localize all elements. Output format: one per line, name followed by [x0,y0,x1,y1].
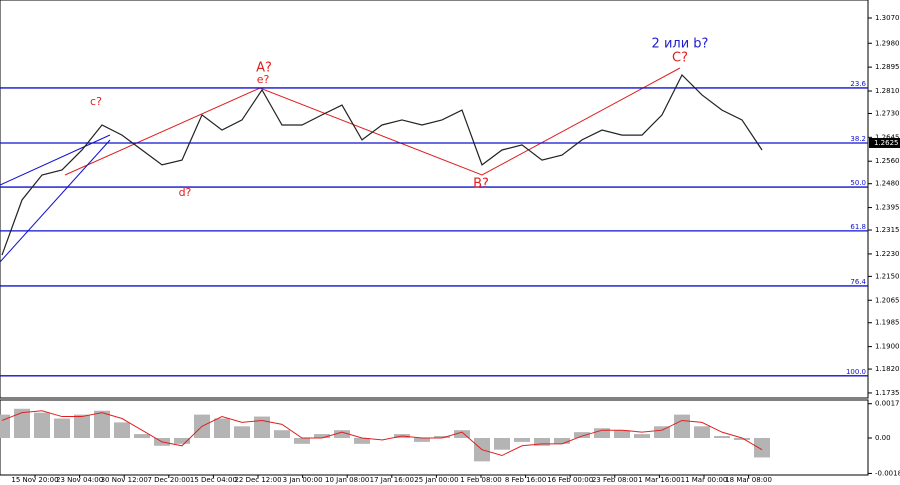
x-tick-label: 18 Mar 08:00 [725,476,772,484]
osc-bar [414,437,430,442]
osc-bar [214,418,230,438]
channel-line [0,139,111,263]
osc-bar [694,426,710,438]
osc-bar [74,414,90,438]
osc-bar [0,414,10,438]
x-tick-label: 15 Dec 04:00 [190,476,237,484]
y-tick-label: 1.2645 [875,133,900,141]
osc-bar [134,434,150,438]
osc-bar [634,434,650,438]
y-tick-label: 1.1735 [875,389,900,397]
wave-label: A? [256,61,272,76]
osc-bar [454,430,470,438]
y-tick-label: 1.1985 [875,319,900,327]
y-tick-label: 1.2230 [875,250,900,258]
y-tick-label: 1.2395 [875,204,900,212]
wave-label: e? [257,73,270,86]
x-tick-label: 25 Jan 00:00 [414,476,458,484]
wave-label: B? [473,177,489,192]
y-tick-label: 1.2480 [875,180,900,188]
x-tick-label: 7 Dec 20:00 [147,476,190,484]
osc-bar [274,430,290,438]
x-tick-label: 23 Feb 08:00 [592,476,638,484]
osc-bar [34,412,50,438]
osc-bar [254,416,270,438]
osc-bar [334,430,350,438]
y-tick-label: 1.1900 [875,343,900,351]
osc-bar [714,436,730,438]
price-line [1,73,763,256]
x-tick-label: 15 Nov 20:00 [11,476,58,484]
y-tick-label: 1.2065 [875,296,900,304]
level-label: 76.4 [850,278,866,286]
osc-bar [174,437,190,444]
wave-label: d? [179,186,192,199]
osc-bar [234,426,250,438]
x-tick-label: 22 Dec 12:00 [234,476,281,484]
osc-y-tick-label: 0.00 [875,434,891,442]
x-tick-label: 3 Jan 00:00 [283,476,323,484]
x-tick-label: 1 Mar 16:00 [638,476,680,484]
level-label: 61.8 [850,223,866,231]
osc-bar [434,436,450,438]
osc-bar [514,437,530,442]
osc-bar [14,408,30,438]
last-price-label: 1.2625 [874,139,899,147]
x-tick-label: 11 Mar 00:00 [681,476,728,484]
osc-signal [1,410,763,457]
y-tick-label: 1.2980 [875,39,900,47]
osc-bar [494,437,510,450]
osc-bar [54,418,70,438]
wave-label: 2 или b? [652,37,709,52]
osc-y-tick-label: -0.00182 [875,469,900,477]
osc-bar [734,437,750,440]
main-panel [0,0,869,399]
x-tick-label: 8 Feb 16:00 [505,476,546,484]
osc-bar [654,426,670,438]
osc-bar [354,437,370,444]
y-tick-label: 1.1820 [875,365,900,373]
osc-bar [614,430,630,438]
level-label: 50.0 [850,179,866,187]
x-tick-label: 30 Nov 12:00 [101,476,148,484]
x-tick-label: 16 Feb 00:00 [547,476,593,484]
osc-bar [574,432,590,438]
last-price-box [869,137,900,148]
wave-label: C? [672,51,688,66]
osc-bar [314,434,330,438]
x-tick-label: 10 Jan 08:00 [325,476,369,484]
wave-line [64,67,681,176]
x-tick-label: 17 Jan 16:00 [370,476,414,484]
y-tick-label: 1.2560 [875,157,900,165]
level-label: 100.0 [846,368,866,376]
x-tick-label: 23 Nov 04:00 [56,476,103,484]
osc-bar [554,437,570,444]
level-label: 38.2 [850,135,866,143]
osc-bar [94,410,110,438]
wave-label: c? [90,95,102,108]
osc-y-tick-label: 0.00176 [875,400,900,408]
y-tick-label: 1.3070 [875,14,900,22]
y-tick-label: 1.2730 [875,109,900,117]
osc-bar [674,414,690,438]
osc-bar [534,437,550,446]
osc-bar [114,422,130,438]
osc-bar [594,428,610,438]
y-tick-label: 1.2150 [875,272,900,280]
osc-bar [754,437,770,458]
y-tick-label: 1.2810 [875,87,900,95]
level-label: 23.6 [850,80,866,88]
y-tick-label: 1.2315 [875,226,900,234]
osc-bar [294,437,310,444]
x-tick-label: 1 Feb 08:00 [460,476,501,484]
y-tick-label: 1.2895 [875,63,900,71]
